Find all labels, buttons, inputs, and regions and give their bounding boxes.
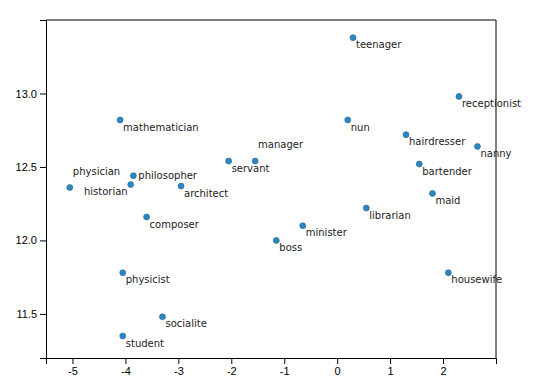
tick-mark [284,358,285,364]
point-label: physician [73,166,120,177]
tick-label: -1 [280,365,290,377]
tick-mark [125,358,126,364]
point-label: boss [279,242,302,253]
tick: -3 [174,358,184,377]
tick-mark [178,358,179,364]
point-label: librarian [369,210,411,221]
point-label: minister [306,227,348,238]
point-label: manager [258,139,304,150]
frame-line [496,20,497,358]
tick: -1 [280,358,290,377]
point-label: physicist [126,274,170,285]
tick: 0 [335,358,341,377]
tick-label: -2 [227,365,237,377]
point-label: nanny [480,148,511,159]
point-label: socialite [165,318,206,329]
tick-mark [40,240,46,241]
tick-mark [390,358,391,364]
y-axis: 11.5 12.0 12.5 13.0 [16,21,47,359]
frame-line [46,20,496,21]
point [130,173,136,179]
tick: 11.5 [16,308,46,320]
point-label: maid [435,195,460,206]
tick-label: -5 [68,365,78,377]
tick-label: -4 [121,365,131,377]
tick-label: 12.0 [16,234,37,246]
point-label: teenager [356,39,402,50]
tick-mark [40,93,46,94]
tick-label: 11.5 [16,308,37,320]
tick-label: 2 [440,365,446,377]
tick-label: 1 [388,365,394,377]
point [67,185,73,191]
point-label: composer [150,219,200,230]
points [67,35,481,339]
tick-mark [72,358,73,364]
point-label: architect [184,188,228,199]
chart-svg: -5 -4 -3 -2 -1 0 1 2 11.5 12.0 12.5 13.0 teenager rec… [0,0,548,388]
tick-mark [40,314,46,315]
tick: 1 [388,358,394,377]
tick-label: 0 [335,365,341,377]
point-labels: teenager receptionist mathematician nun hair… [73,39,521,348]
point-label: nun [351,122,370,133]
tick-mark [337,358,338,364]
point-label: housewife [451,274,502,285]
tick: 2 [440,358,446,377]
point-label: receptionist [462,98,521,109]
tick-label: 12.5 [16,161,37,173]
chart-container: -5 -4 -3 -2 -1 0 1 2 11.5 12.0 12.5 13.0 teenager rec… [0,0,548,388]
tick: -4 [121,358,131,377]
plot-area: -5 -4 -3 -2 -1 0 1 2 11.5 12.0 12.5 13.0 teenager rec… [16,20,522,377]
point-label: philosopher [138,170,198,181]
axis-line [40,21,47,359]
tick: -2 [227,358,237,377]
point-label: bartender [422,166,472,177]
axis-line [47,359,497,365]
point-label: historian [84,186,128,197]
x-axis: -5 -4 -3 -2 -1 0 1 2 [47,358,497,377]
point-label: hairdresser [409,136,466,147]
tick: 12.0 [16,234,46,246]
point-label: student [126,338,164,349]
tick: -5 [68,358,78,377]
point-label: servant [232,163,270,174]
tick: 12.5 [16,161,46,173]
tick-label: 13.0 [16,87,37,99]
tick-mark [443,358,444,364]
tick-label: -3 [174,365,184,377]
tick: 13.0 [16,87,46,99]
tick-mark [231,358,232,364]
point-label: mathematician [123,122,199,133]
tick-mark [40,167,46,168]
point [128,182,134,188]
